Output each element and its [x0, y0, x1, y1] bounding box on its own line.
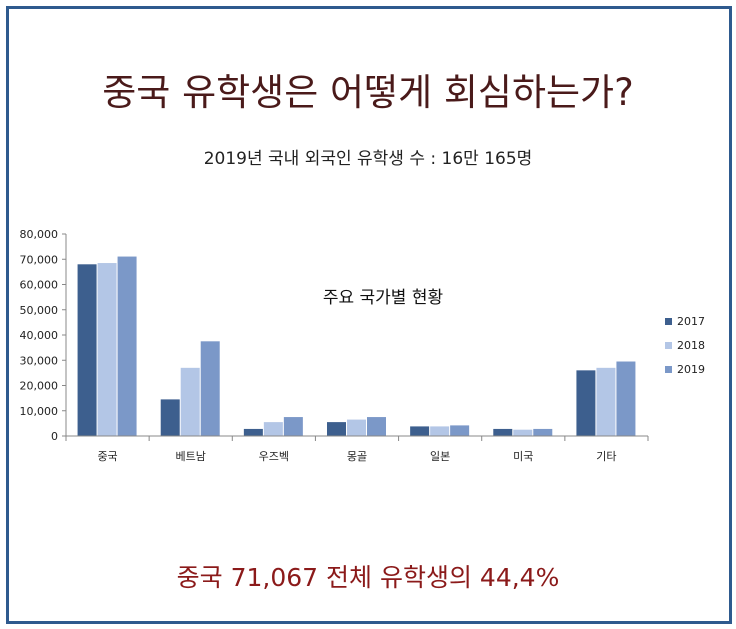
legend-swatch: [665, 342, 672, 349]
page-title: 중국 유학생은 어떻게 회심하는가?: [102, 71, 634, 114]
legend-swatch: [665, 318, 672, 325]
y-tick-label: 10,000: [20, 405, 59, 418]
x-category-label: 베트남: [176, 450, 206, 463]
y-tick-label: 20,000: [20, 380, 59, 393]
bar-2017: [160, 399, 180, 436]
page-subtitle: 2019년 국내 외국인 유학생 수 : 16만 165명: [203, 149, 533, 169]
bar-2018: [263, 422, 283, 436]
x-category-label: 일본: [430, 449, 450, 463]
legend: 2017 2018 2019: [665, 315, 705, 376]
y-tick-label: 70,000: [20, 253, 59, 266]
y-tick-label: 0: [51, 430, 58, 443]
legend-label: 2019: [677, 363, 705, 376]
x-category-label: 우즈벡: [259, 450, 289, 463]
y-tick-label: 80,000: [20, 228, 59, 241]
bar-2019: [200, 341, 220, 436]
bar-2019: [367, 417, 386, 436]
y-tick-label: 50,000: [20, 304, 59, 317]
bar-2019: [450, 425, 470, 436]
bar-2019: [117, 256, 137, 436]
x-category-label: 중국: [97, 450, 117, 463]
bar-2018: [347, 419, 366, 436]
bars: [77, 256, 636, 436]
bar-2017: [327, 422, 346, 436]
bar-2019: [616, 361, 636, 436]
y-tick-label: 60,000: [20, 279, 59, 292]
bar-2017: [77, 264, 97, 436]
y-tick-label: 30,000: [20, 354, 59, 367]
bar-2018: [180, 367, 200, 436]
x-category-label: 미국: [513, 450, 533, 463]
bar-2017: [493, 428, 513, 436]
chart-title: 주요 국가별 현황: [323, 288, 443, 308]
y-axis: 0 10,000 20,000 30,000 40,000 50,000 60,000 70,…: [20, 228, 67, 443]
bar-2017: [243, 428, 263, 436]
legend-label: 2018: [677, 339, 705, 352]
bar-2017: [576, 370, 596, 436]
bar-2018: [596, 367, 616, 436]
y-tick-label: 40,000: [20, 329, 59, 342]
bar-2017: [410, 426, 430, 436]
bar-2018: [513, 429, 533, 436]
legend-label: 2017: [677, 315, 705, 328]
bar-2019: [283, 417, 303, 436]
bar-2018: [430, 426, 450, 436]
bar-2018: [97, 263, 117, 436]
x-category-label: 기타: [596, 450, 616, 463]
footer-note: 중국 71,067 전체 유학생의 44,4%: [176, 563, 560, 592]
bar-2019: [533, 428, 553, 436]
x-category-label: 몽골: [347, 450, 367, 463]
legend-swatch: [665, 366, 672, 373]
x-axis: 중국 베트남 우즈벡 몽골 일본 미국 기타: [65, 435, 649, 463]
